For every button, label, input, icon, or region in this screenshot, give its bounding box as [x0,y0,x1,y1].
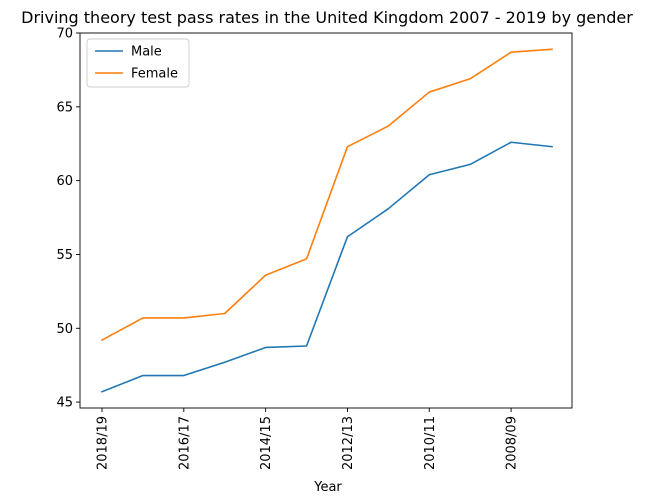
x-tick-label: 2018/19 [96,416,111,470]
x-tick-label: 2014/15 [259,416,274,470]
series-line-female [100,48,553,342]
y-tick-label: 70 [56,27,73,42]
x-tick-label: 2016/17 [177,416,192,470]
y-tick-label: 55 [56,248,73,263]
x-tick-label: 2012/13 [341,416,356,470]
series-line-male [100,141,553,393]
plot-area: 45 50 55 60 65 70 2018/19 2016/17 2014/15 2012/13… [56,27,573,470]
x-tick-label: 2010/11 [423,416,438,470]
plot-frame [79,32,573,409]
y-tick-label: 60 [56,174,73,189]
y-tick-label: 50 [56,322,73,337]
x-axis-label: Year [313,480,342,495]
y-tick-label: 65 [56,100,73,115]
legend-label-female: Female [131,67,178,82]
y-tick-label: 45 [56,396,73,411]
legend-label-male: Male [131,45,162,60]
chart-title: Driving theory test pass rates in the Un… [21,8,633,27]
x-tick-label: 2008/09 [505,416,520,470]
legend: Male Female [86,38,190,88]
